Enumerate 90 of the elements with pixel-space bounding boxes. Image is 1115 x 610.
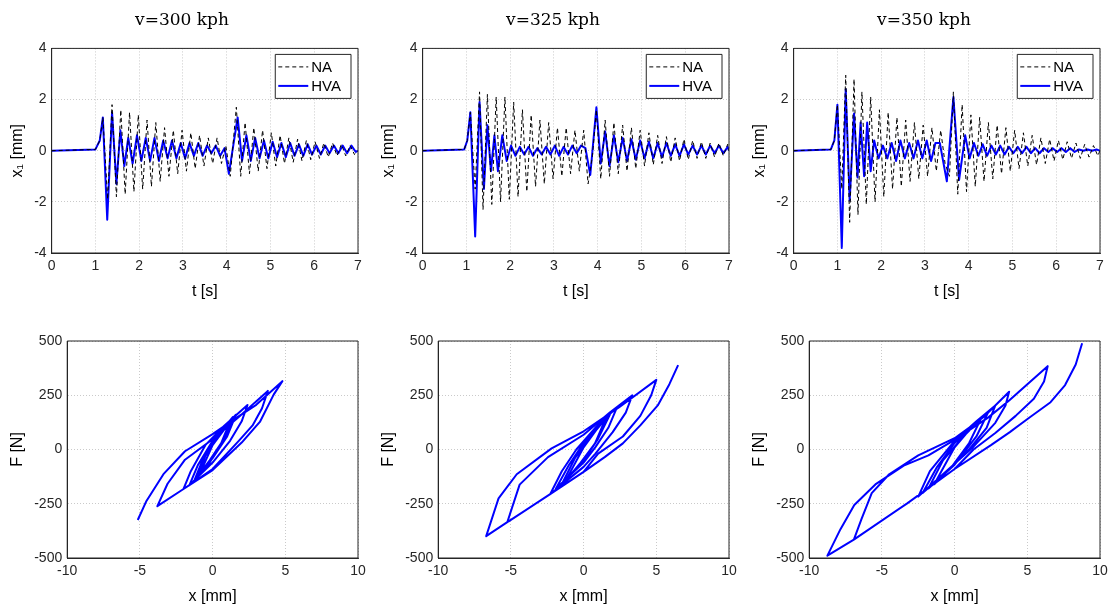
legend-label: NA [311, 58, 333, 76]
legend-label: HVA [682, 77, 713, 95]
line-series [51, 104, 358, 200]
y-tick-label: -2 [405, 192, 418, 209]
x-tick-label: 10 [350, 562, 366, 579]
x-tick-label: 7 [1096, 257, 1105, 274]
y-tick-label: -2 [776, 192, 789, 209]
y-axis-title: x₁ [mm] [8, 124, 26, 178]
x-tick-label: -10 [799, 562, 820, 579]
x-tick-label: 5 [652, 562, 661, 579]
y-tick-label: 2 [780, 90, 789, 107]
x-tick-label: 4 [222, 257, 231, 274]
y-tick-label: 0 [409, 141, 418, 158]
x-tick-label: 4 [964, 257, 973, 274]
x-tick-label: 5 [1008, 257, 1017, 274]
y-tick-label: 0 [796, 440, 805, 457]
x-tick-label: 2 [506, 257, 515, 274]
x-tick-label: -5 [504, 562, 518, 579]
x-tick-label: 5 [281, 562, 290, 579]
x-tick-label: 4 [593, 257, 602, 274]
line-series [793, 74, 1100, 223]
y-tick-label: 2 [38, 90, 47, 107]
y-tick-label: 4 [409, 39, 418, 56]
line-series [422, 91, 729, 211]
x-tick-label: 7 [354, 257, 363, 274]
x-tick-label: 5 [637, 257, 646, 274]
chart-title: v=300 kph [134, 8, 229, 29]
y-tick-label: 0 [780, 141, 789, 158]
y-tick-label: 500 [409, 331, 434, 348]
chart-title: v=325 kph [505, 8, 600, 29]
x-tick-label: 0 [579, 562, 588, 579]
x-tick-label: 6 [681, 257, 690, 274]
y-tick-label: 250 [409, 386, 434, 403]
x-tick-label: 6 [310, 257, 319, 274]
x-tick-label: -10 [428, 562, 449, 579]
chart-title: v=350 kph [876, 8, 971, 29]
x-tick-label: 3 [921, 257, 930, 274]
x-tick-label: 0 [208, 562, 217, 579]
y-tick-label: -4 [405, 243, 418, 260]
y-tick-label: -500 [405, 548, 434, 565]
x-tick-label: 10 [1092, 562, 1108, 579]
y-tick-label: -250 [776, 494, 805, 511]
y-tick-label: 500 [38, 331, 63, 348]
x-tick-label: 10 [721, 562, 737, 579]
y-axis-title: x₁ [mm] [379, 124, 397, 178]
legend-label: NA [682, 58, 704, 76]
x-tick-label: 3 [179, 257, 188, 274]
y-axis-title: x₁ [mm] [750, 124, 768, 178]
x-tick-label: 1 [91, 257, 100, 274]
y-tick-label: -250 [405, 494, 434, 511]
x-axis-title: x [mm] [559, 586, 608, 604]
y-axis-title: F [N] [750, 432, 768, 467]
x-axis-title: x [mm] [188, 586, 237, 604]
x-tick-label: -5 [875, 562, 889, 579]
y-tick-label: -4 [776, 243, 789, 260]
y-tick-label: 250 [38, 386, 63, 403]
legend-label: HVA [1053, 77, 1084, 95]
x-tick-label: 5 [1023, 562, 1032, 579]
y-tick-label: -2 [34, 192, 47, 209]
y-tick-label: -500 [34, 548, 63, 565]
y-tick-label: -250 [34, 494, 63, 511]
x-tick-label: 5 [266, 257, 275, 274]
x-tick-label: 1 [462, 257, 471, 274]
x-tick-label: 6 [1052, 257, 1061, 274]
x-axis-title: t [s] [191, 281, 218, 299]
y-tick-label: -500 [776, 548, 805, 565]
y-axis-title: F [N] [8, 432, 26, 467]
x-tick-label: 2 [135, 257, 144, 274]
x-tick-label: 3 [550, 257, 559, 274]
y-tick-label: 2 [409, 90, 418, 107]
y-tick-label: -4 [34, 243, 47, 260]
legend-label: NA [1053, 58, 1075, 76]
x-axis-title: t [s] [933, 281, 960, 299]
x-tick-label: 7 [725, 257, 734, 274]
x-tick-label: 0 [950, 562, 959, 579]
x-tick-label: -10 [57, 562, 78, 579]
x-tick-label: 2 [877, 257, 886, 274]
y-tick-label: 0 [425, 440, 434, 457]
y-tick-label: 250 [780, 386, 805, 403]
y-tick-label: 4 [780, 39, 789, 56]
y-tick-label: 4 [38, 39, 47, 56]
y-tick-label: 500 [780, 331, 805, 348]
x-tick-label: -5 [133, 562, 147, 579]
x-axis-title: t [s] [562, 281, 589, 299]
y-axis-title: F [N] [379, 432, 397, 467]
legend-label: HVA [311, 77, 342, 95]
y-tick-label: 0 [54, 440, 63, 457]
x-tick-label: 1 [833, 257, 842, 274]
y-tick-label: 0 [38, 141, 47, 158]
x-axis-title: x [mm] [930, 586, 979, 604]
